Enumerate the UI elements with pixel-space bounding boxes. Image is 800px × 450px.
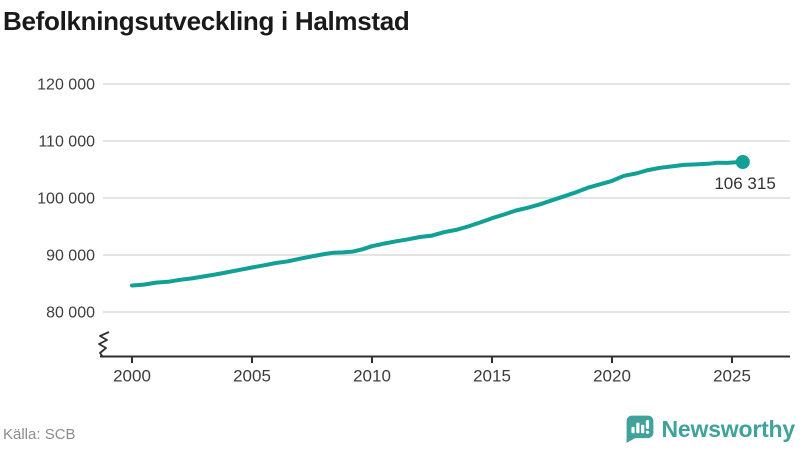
x-tick-label: 2015 <box>473 367 511 386</box>
y-axis-break-mark <box>98 331 110 358</box>
newsworthy-bubble-chart-icon <box>626 415 653 443</box>
y-tick-label: 80 000 <box>46 305 95 322</box>
x-tick-label: 2010 <box>353 367 391 386</box>
y-tick-label: 90 000 <box>46 248 95 265</box>
chart-title: Befolkningsutveckling i Halmstad <box>3 6 410 36</box>
newsworthy-wordmark: Newsworthy <box>661 415 796 442</box>
x-tick-label: 2020 <box>593 367 631 386</box>
population-line <box>130 160 745 288</box>
gridlines-layer <box>103 83 790 313</box>
y-axis-labels: 80 000 90 000 100 000 110 000 120 000 <box>37 77 95 322</box>
x-tick-label: 2000 <box>113 367 151 386</box>
source-note: Källa: SCB <box>3 426 76 443</box>
x-tick-label: 2025 <box>713 367 751 386</box>
last-value-label: 106 315 <box>714 174 775 193</box>
newsworthy-logo: Newsworthy <box>625 414 795 444</box>
x-tick-label: 2005 <box>233 367 271 386</box>
last-value-dot <box>735 155 750 170</box>
y-tick-label: 110 000 <box>38 134 95 151</box>
y-tick-label: 100 000 <box>37 191 95 208</box>
data-series-layer: 106 315 <box>130 155 776 288</box>
x-axis: 2000 2005 2010 2015 2020 2025 <box>98 331 790 386</box>
y-tick-label: 120 000 <box>37 77 95 94</box>
